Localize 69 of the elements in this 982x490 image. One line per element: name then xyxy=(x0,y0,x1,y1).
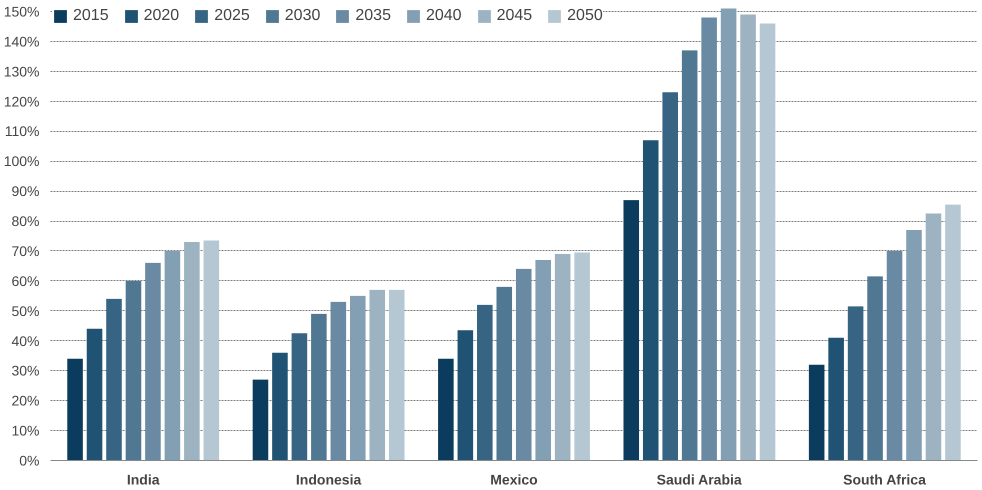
bar xyxy=(388,290,405,460)
x-tick-label: South Africa xyxy=(843,472,926,488)
bar xyxy=(126,280,142,460)
bar xyxy=(886,250,902,460)
legend-label: 2035 xyxy=(355,7,391,25)
bar xyxy=(662,92,678,460)
y-tick-label: 0% xyxy=(19,452,40,468)
y-tick-label: 80% xyxy=(11,213,40,230)
legend-label: 2030 xyxy=(284,7,320,25)
bar xyxy=(496,286,512,460)
bar xyxy=(184,242,200,460)
bar xyxy=(86,328,102,460)
bar xyxy=(369,290,386,460)
y-tick-label: 70% xyxy=(11,242,40,259)
bar xyxy=(106,298,122,460)
legend-label: 2045 xyxy=(496,7,532,25)
bar xyxy=(867,276,883,460)
y-tick-label: 20% xyxy=(11,392,40,409)
bar xyxy=(272,352,288,460)
bar xyxy=(535,260,551,460)
x-tick-label: Saudi Arabia xyxy=(656,472,742,488)
x-tick-label: Indonesia xyxy=(296,472,362,488)
legend-label: 2015 xyxy=(73,7,109,25)
bar xyxy=(292,333,308,460)
legend-label: 2050 xyxy=(567,7,603,25)
legend-label: 2020 xyxy=(144,7,180,25)
bar xyxy=(350,296,366,460)
y-tick-label: 40% xyxy=(11,332,40,349)
bar xyxy=(828,338,844,460)
y-tick-label: 150% xyxy=(4,3,40,20)
bar xyxy=(477,304,493,460)
y-tick-label: 60% xyxy=(11,272,40,289)
bar xyxy=(642,140,659,460)
legend-label: 2040 xyxy=(426,7,462,25)
y-tick-label: 130% xyxy=(4,63,40,80)
bar xyxy=(623,200,640,460)
bar xyxy=(67,358,83,460)
bar xyxy=(945,204,961,460)
bar xyxy=(701,17,717,460)
bar xyxy=(720,8,736,460)
bar xyxy=(145,262,161,460)
bar xyxy=(458,330,474,460)
bar xyxy=(438,358,454,460)
bar xyxy=(330,302,346,460)
x-tick-label: Mexico xyxy=(490,472,538,488)
bar xyxy=(926,214,942,460)
legend-label: 2025 xyxy=(214,7,250,25)
y-tick-label: 30% xyxy=(11,362,40,379)
bar xyxy=(682,50,698,460)
y-tick-label: 140% xyxy=(4,33,40,50)
x-tick-label: India xyxy=(126,472,160,488)
y-tick-label: 50% xyxy=(11,302,40,319)
y-tick-label: 100% xyxy=(4,153,40,170)
bar xyxy=(740,14,756,460)
bar xyxy=(848,306,864,460)
bar xyxy=(516,268,532,460)
y-tick-label: 110% xyxy=(4,123,40,140)
bar xyxy=(574,252,590,460)
bar xyxy=(204,240,220,460)
bar xyxy=(760,23,776,460)
bar xyxy=(808,364,824,460)
bar xyxy=(554,254,570,460)
bar xyxy=(164,250,180,460)
bar xyxy=(252,380,268,460)
bar xyxy=(311,314,327,460)
y-tick-label: 120% xyxy=(4,93,40,110)
y-tick-label: 10% xyxy=(11,422,40,439)
y-tick-label: 90% xyxy=(11,183,40,200)
bar xyxy=(906,230,922,460)
